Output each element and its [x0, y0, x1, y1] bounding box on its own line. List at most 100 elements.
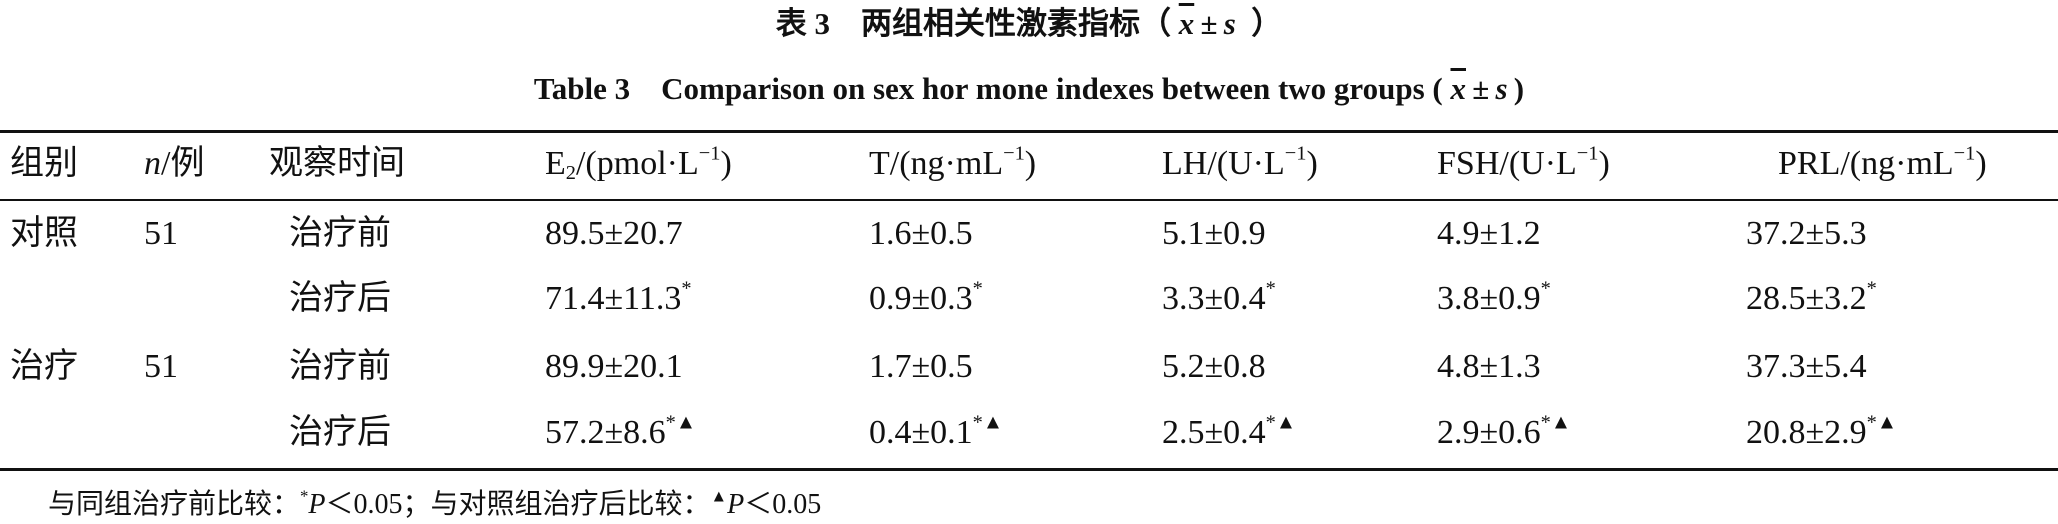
- title-sd: s: [1223, 6, 1236, 41]
- value-cell: 4.8±1.3: [1437, 347, 1541, 387]
- group: 对照: [10, 215, 78, 252]
- header-time: 观察时间: [269, 144, 405, 184]
- measure-sup: −1: [1284, 142, 1307, 165]
- header-italic: n: [144, 145, 161, 182]
- significance-mark: *: [681, 277, 692, 300]
- value-text: 20.8±2.9: [1746, 414, 1867, 451]
- n: 51: [144, 348, 178, 385]
- top-rule: [0, 130, 2058, 133]
- value-cell: 57.2±8.6*▲: [545, 413, 696, 453]
- time-cell: 治疗后: [289, 413, 391, 453]
- significance-mark: *▲: [1866, 411, 1898, 434]
- value-cell: 37.2±5.3: [1746, 214, 1867, 254]
- measure-unit: /(U·L: [1499, 145, 1577, 182]
- significance-mark: *▲: [1265, 411, 1297, 434]
- value-cell: 4.9±1.2: [1437, 214, 1541, 254]
- value-text: 1.7±0.5: [869, 348, 973, 385]
- time: 治疗前: [289, 215, 391, 252]
- title-text: Comparison on sex hor mone indexes betwe…: [661, 71, 1443, 106]
- header-measure: E2/(pmol·L−1): [545, 144, 732, 184]
- value-cell: 37.3±5.4: [1746, 347, 1867, 387]
- value-text: 28.5±3.2: [1746, 280, 1867, 317]
- value-text: 3.3±0.4: [1162, 280, 1266, 317]
- measure-sup: −1: [1953, 142, 1976, 165]
- value-cell: 2.5±0.4*▲: [1162, 413, 1296, 453]
- value-text: 4.9±1.2: [1437, 215, 1541, 252]
- header-cell: 组别: [10, 145, 78, 182]
- value-cell: 1.7±0.5: [869, 347, 973, 387]
- value-cell: 2.9±0.6*▲: [1437, 413, 1571, 453]
- measure-close: ): [1975, 145, 1987, 182]
- value-text: 89.5±20.7: [545, 215, 683, 252]
- title-close: ）: [1251, 6, 1283, 41]
- value-text: 2.9±0.6: [1437, 414, 1541, 451]
- header-n: n/例: [144, 144, 204, 184]
- header-measure: FSH/(U·L−1): [1437, 144, 1610, 184]
- value-cell: 5.1±0.9: [1162, 214, 1266, 254]
- significance-mark: *: [1540, 277, 1551, 300]
- value-cell: 3.8±0.9*: [1437, 279, 1551, 319]
- significance-mark: *: [972, 277, 983, 300]
- significance-mark: *▲: [665, 411, 697, 434]
- n-cell: 51: [144, 214, 178, 254]
- measure-unit: /(pmol·L: [575, 145, 699, 182]
- time: 治疗前: [289, 348, 391, 385]
- header-group: 组别: [10, 144, 78, 184]
- value-text: 0.4±0.1: [869, 414, 973, 451]
- value-cell: 89.9±20.1: [545, 347, 683, 387]
- measure-close: ): [1598, 145, 1610, 182]
- significance-mark: *: [1265, 277, 1276, 300]
- footnote-p: P: [727, 489, 745, 520]
- group: 治疗: [10, 348, 78, 385]
- value-text: 71.4±11.3: [545, 280, 682, 317]
- measure-sub: 2: [565, 162, 576, 185]
- header-measure: LH/(U·L−1): [1162, 144, 1318, 184]
- measure-name: LH: [1162, 145, 1208, 182]
- value-cell: 0.4±0.1*▲: [869, 413, 1003, 453]
- group-cell: 治疗: [10, 347, 78, 387]
- footnote: 与同组治疗前比较：*P＜0.05；与对照组治疗后比较：▲P＜0.05: [48, 485, 821, 524]
- value-text: 4.8±1.3: [1437, 348, 1541, 385]
- measure-sup: −1: [1576, 142, 1599, 165]
- measure-unit: /(ng·mL: [889, 145, 1004, 182]
- title-en: Table 3 Comparison on sex hor mone index…: [0, 69, 2058, 109]
- header-measure: T/(ng·mL−1): [869, 144, 1036, 184]
- value-cell: 28.5±3.2*: [1746, 279, 1877, 319]
- measure-sup: −1: [698, 142, 721, 165]
- measure-sup: −1: [1003, 142, 1025, 165]
- n: 51: [144, 215, 178, 252]
- time-cell: 治疗后: [289, 279, 391, 319]
- measure-name: FSH: [1437, 145, 1500, 182]
- measure-unit: /(ng·mL: [1840, 145, 1954, 182]
- title-cn: 表 3 两组相关性激素指标（ x ± s ）: [0, 4, 2058, 44]
- measure-name: T: [869, 145, 890, 182]
- value-text: 3.8±0.9: [1437, 280, 1541, 317]
- value-cell: 89.5±20.7: [545, 214, 683, 254]
- value-text: 89.9±20.1: [545, 348, 683, 385]
- header-text: /例: [161, 145, 205, 182]
- group-cell: 对照: [10, 214, 78, 254]
- value-text: 37.3±5.4: [1746, 348, 1867, 385]
- measure-name: PRL: [1778, 145, 1841, 182]
- measure-close: ): [720, 145, 732, 182]
- measure-close: ): [1024, 145, 1037, 182]
- value-text: 5.1±0.9: [1162, 215, 1266, 252]
- header-rule: [0, 199, 2058, 201]
- value-cell: 20.8±2.9*▲: [1746, 413, 1897, 453]
- footnote-text: 与同组治疗前比较：: [48, 489, 301, 520]
- value-text: 1.6±0.5: [869, 215, 973, 252]
- time-cell: 治疗前: [289, 347, 391, 387]
- footnote-mark: ▲: [710, 486, 728, 506]
- value-cell: 3.3±0.4*: [1162, 279, 1276, 319]
- title-pm: ±: [1200, 6, 1218, 41]
- title-text: 两组相关性激素指标（: [860, 6, 1171, 41]
- title-label: Table 3: [533, 71, 631, 106]
- measure-name: E: [545, 145, 566, 182]
- title-pm: ±: [1472, 71, 1490, 106]
- title-label: 表 3: [775, 6, 830, 41]
- value-text: 5.2±0.8: [1162, 348, 1266, 385]
- header-cell: 观察时间: [269, 145, 405, 182]
- title-mean: x: [1178, 6, 1195, 41]
- value-text: 57.2±8.6: [545, 414, 666, 451]
